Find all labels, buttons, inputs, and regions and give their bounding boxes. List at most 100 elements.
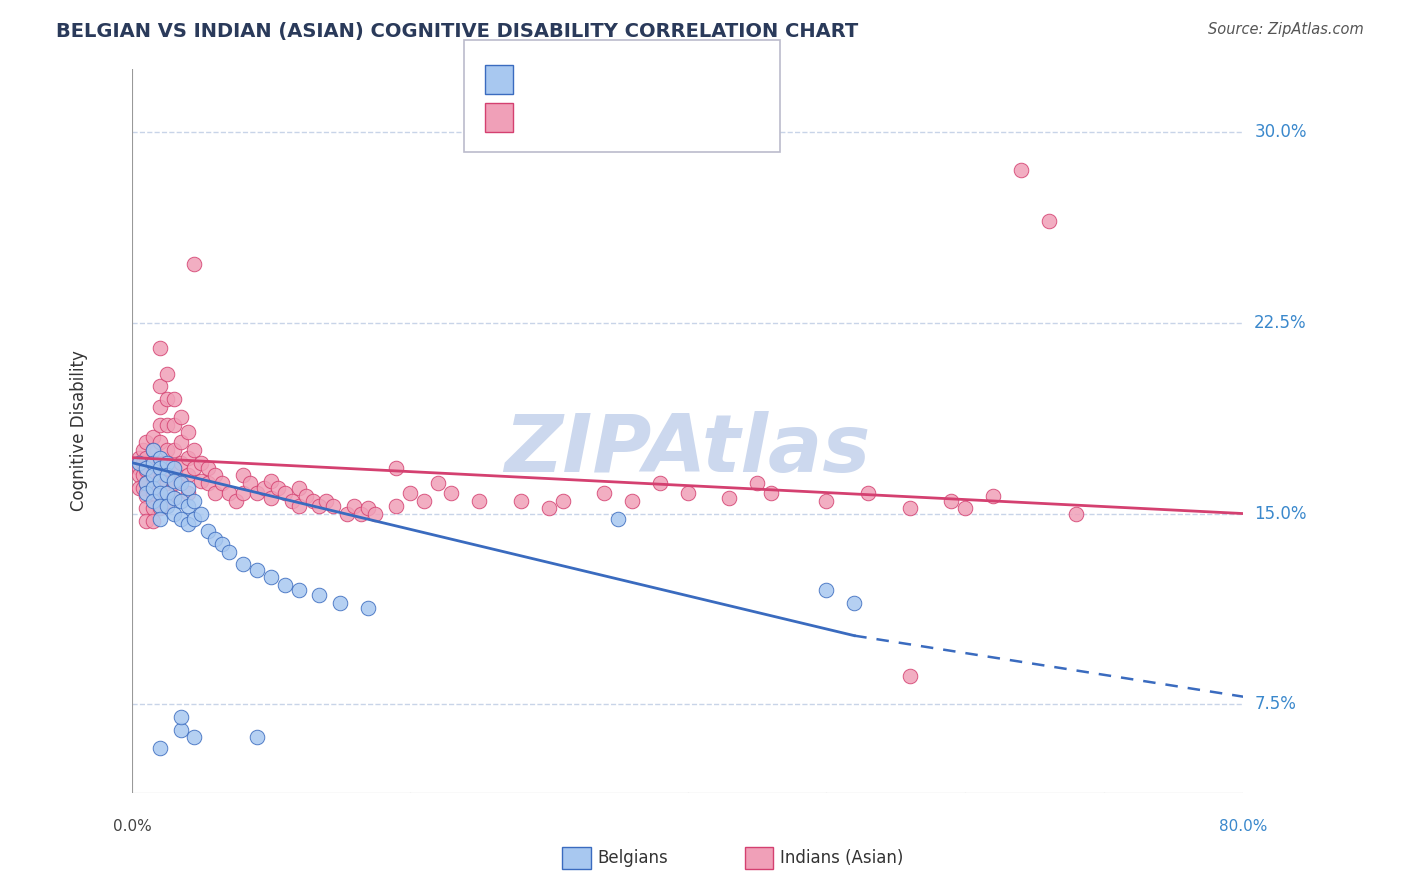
Point (1066, 507, 1088, 521)
Point (225, 493, 247, 508)
Point (149, 456, 172, 470)
Point (128, 468, 150, 483)
Text: R = -0.162: R = -0.162 (524, 107, 621, 125)
Point (132, 456, 155, 470)
Point (509, 493, 531, 508)
Point (183, 511, 205, 525)
Point (149, 501, 172, 516)
Point (287, 499, 309, 513)
Point (197, 476, 219, 491)
Point (149, 450, 172, 465)
Text: 80.0%: 80.0% (1219, 819, 1267, 834)
Point (183, 493, 205, 508)
Point (898, 669, 921, 683)
Point (218, 545, 240, 559)
Text: R = -0.288: R = -0.288 (524, 70, 621, 87)
Point (176, 486, 198, 500)
Point (149, 740, 172, 755)
Point (218, 486, 240, 500)
Point (142, 456, 165, 470)
Point (280, 493, 302, 508)
Point (156, 460, 179, 475)
Point (190, 474, 212, 488)
Point (183, 731, 205, 745)
Text: 15.0%: 15.0% (1254, 505, 1306, 523)
Point (156, 392, 179, 406)
Text: Source: ZipAtlas.com: Source: ZipAtlas.com (1208, 22, 1364, 37)
Point (329, 596, 352, 610)
Point (621, 493, 644, 508)
Point (135, 450, 157, 465)
Point (676, 486, 699, 500)
Point (132, 481, 155, 495)
Point (169, 723, 191, 737)
Point (322, 499, 344, 513)
Point (239, 476, 262, 491)
Point (169, 474, 191, 488)
Point (364, 507, 387, 521)
Point (190, 456, 212, 470)
Point (955, 501, 977, 516)
Point (204, 532, 226, 546)
Text: N =  52: N = 52 (658, 70, 725, 87)
Point (176, 425, 198, 440)
Point (156, 493, 179, 508)
Point (232, 468, 254, 483)
Text: 0.0%: 0.0% (112, 819, 152, 834)
Point (169, 456, 191, 470)
Point (287, 582, 309, 597)
Point (163, 507, 186, 521)
Point (132, 442, 155, 457)
Point (745, 476, 768, 491)
Point (856, 486, 879, 500)
Point (149, 460, 172, 475)
Point (132, 468, 155, 483)
Point (156, 456, 179, 470)
Point (648, 476, 671, 491)
Point (169, 710, 191, 724)
Point (156, 367, 179, 381)
Point (135, 460, 157, 475)
Point (176, 499, 198, 513)
Point (246, 731, 269, 745)
Point (149, 379, 172, 393)
Point (537, 501, 560, 516)
Point (149, 417, 172, 432)
Point (163, 491, 186, 506)
Point (898, 501, 921, 516)
Point (163, 460, 186, 475)
Point (142, 486, 165, 500)
Point (135, 476, 157, 491)
Point (149, 400, 172, 414)
Point (197, 460, 219, 475)
Point (468, 493, 491, 508)
Text: Indians (Asian): Indians (Asian) (780, 849, 904, 867)
Point (135, 486, 157, 500)
Point (350, 507, 373, 521)
Point (440, 486, 463, 500)
Point (718, 491, 741, 506)
Point (149, 511, 172, 525)
Point (156, 417, 179, 432)
Point (156, 499, 179, 513)
Point (142, 442, 165, 457)
Point (156, 468, 179, 483)
Point (232, 486, 254, 500)
Point (135, 514, 157, 528)
Point (253, 481, 276, 495)
Point (593, 486, 616, 500)
Point (142, 501, 165, 516)
Point (204, 468, 226, 483)
Point (308, 588, 330, 602)
Point (169, 511, 191, 525)
Point (135, 476, 157, 491)
Point (336, 507, 359, 521)
Point (274, 578, 297, 592)
Point (211, 476, 233, 491)
Point (260, 474, 283, 488)
Point (183, 442, 205, 457)
Point (135, 463, 157, 477)
Point (357, 600, 380, 615)
Text: 7.5%: 7.5% (1254, 695, 1296, 714)
Text: 22.5%: 22.5% (1254, 314, 1306, 332)
